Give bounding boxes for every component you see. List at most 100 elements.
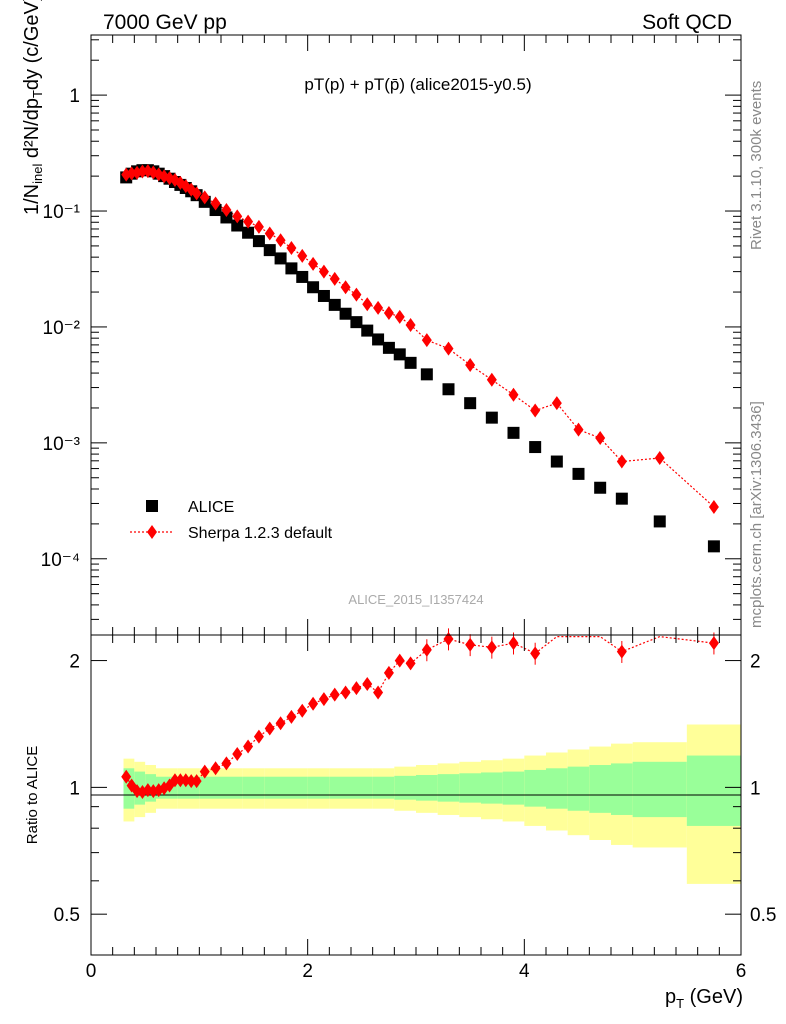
ratio-point bbox=[708, 636, 719, 651]
ratio-point bbox=[616, 644, 627, 659]
rivet-label: Rivet 3.1.10, 300k events bbox=[748, 81, 765, 250]
sherpa-line bbox=[126, 170, 715, 508]
alice-point bbox=[220, 211, 233, 224]
legend-label-sherpa: Sherpa 1.2.3 default bbox=[188, 525, 333, 542]
ratio-point bbox=[121, 769, 132, 784]
sherpa-point bbox=[394, 309, 405, 324]
alice-point bbox=[285, 262, 298, 275]
ratio-point bbox=[383, 665, 394, 680]
sherpa-point bbox=[191, 186, 202, 201]
ratio-point bbox=[210, 761, 221, 776]
uncertainty-band-inner bbox=[437, 774, 460, 802]
uncertainty-band-inner bbox=[307, 776, 330, 799]
ratio-point bbox=[232, 747, 243, 762]
legend-label-alice: ALICE bbox=[188, 499, 234, 516]
main-y-label-text: 1/Ninel d²N/dpTdy (c/GeV) bbox=[21, 0, 45, 215]
alice-point bbox=[404, 356, 417, 369]
ratio-point bbox=[351, 681, 362, 696]
uncertainty-band-inner bbox=[286, 776, 308, 799]
legend-marker-alice bbox=[146, 500, 158, 512]
alice-point bbox=[442, 383, 455, 396]
mcplots-label: mcplots.cern.ch [arXiv:1306.3436] bbox=[748, 401, 765, 628]
sherpa-point bbox=[508, 387, 519, 402]
alice-point bbox=[485, 411, 498, 424]
sherpa-point bbox=[595, 431, 606, 446]
x-tick-label: 0 bbox=[86, 961, 97, 982]
sherpa-point bbox=[530, 403, 541, 418]
sherpa-point bbox=[275, 233, 286, 248]
uncertainty-band-inner bbox=[546, 768, 568, 809]
alice-point bbox=[420, 368, 433, 381]
ratio-point bbox=[465, 637, 476, 652]
ratio-bands bbox=[123, 724, 741, 884]
ratio-point bbox=[253, 729, 264, 744]
sherpa-point bbox=[221, 203, 232, 218]
ratio-point bbox=[340, 685, 351, 700]
ratio-marks bbox=[121, 628, 719, 800]
ratio-panel: 0.5 0.5 1 1 2 2 0 2 4 6 Ratio to ALICE pT (GeV) bbox=[24, 628, 776, 1011]
uncertainty-band-inner bbox=[459, 773, 481, 803]
sherpa-point bbox=[199, 190, 210, 205]
sherpa-point bbox=[318, 264, 329, 279]
alice-point bbox=[529, 441, 542, 454]
main-title: pT(p) + pT(p̄) (alice2015-y0.5) bbox=[304, 75, 531, 94]
ratio-point bbox=[508, 636, 519, 651]
alice-point bbox=[653, 515, 666, 528]
alice-point bbox=[252, 235, 265, 248]
ratio-point bbox=[362, 676, 373, 691]
sherpa-point bbox=[616, 454, 627, 469]
alice-point bbox=[464, 397, 477, 410]
ratio-point bbox=[329, 687, 340, 702]
x-tick-label: 2 bbox=[302, 961, 313, 982]
sherpa-point bbox=[708, 499, 719, 514]
uncertainty-band-inner bbox=[372, 776, 395, 799]
alice-point bbox=[296, 270, 309, 283]
ratio-point bbox=[297, 703, 308, 718]
ratio-y-tick-label-left: 0.5 bbox=[54, 905, 80, 926]
uncertainty-band-inner bbox=[416, 774, 438, 801]
alice-point bbox=[361, 324, 374, 337]
alice-point bbox=[707, 540, 720, 553]
sherpa-point bbox=[351, 287, 362, 302]
sherpa-point bbox=[340, 280, 351, 295]
header-left: 7000 GeV pp bbox=[103, 11, 227, 34]
alice-point bbox=[615, 492, 628, 505]
sherpa-point bbox=[286, 240, 297, 255]
ratio-point bbox=[264, 721, 275, 736]
main-y-axis-label: 1/Ninel d²N/dpTdy (c/GeV) bbox=[21, 0, 45, 215]
alice-point bbox=[328, 298, 341, 311]
main-y-tick-label: 1 bbox=[69, 86, 80, 107]
ratio-point bbox=[191, 774, 202, 789]
uncertainty-band-inner bbox=[632, 761, 687, 818]
main-y-tick-label: 10⁻² bbox=[43, 318, 81, 339]
ratio-point bbox=[394, 653, 405, 668]
uncertainty-band-inner bbox=[524, 769, 546, 807]
ratio-point bbox=[308, 696, 319, 711]
main-panel: 10⁻⁴ 10⁻³ 10⁻² 10⁻¹ 1 pT(p) + pT(p̄) (alice2… bbox=[21, 0, 742, 636]
alice-point bbox=[550, 455, 563, 468]
alice-point bbox=[231, 219, 244, 232]
alice-point bbox=[263, 244, 276, 257]
alice-point bbox=[307, 281, 320, 294]
alice-point bbox=[594, 481, 607, 494]
sherpa-point bbox=[243, 214, 254, 229]
alice-point bbox=[393, 348, 406, 361]
ratio-point bbox=[243, 739, 254, 754]
uncertainty-band-inner bbox=[221, 776, 243, 799]
ratio-y-tick-label-right: 2 bbox=[750, 652, 761, 673]
uncertainty-band-inner bbox=[481, 772, 503, 804]
legend-marker-sherpa bbox=[147, 525, 157, 539]
main-marks bbox=[120, 164, 720, 553]
sherpa-point bbox=[551, 396, 562, 411]
alice-point bbox=[507, 426, 520, 439]
ratio-point bbox=[175, 773, 186, 788]
ratio-point bbox=[405, 656, 416, 671]
ratio-y-tick-label-right: 0.5 bbox=[750, 905, 776, 926]
ratio-point bbox=[421, 642, 432, 657]
ratio-point bbox=[275, 716, 286, 731]
sherpa-point bbox=[297, 248, 308, 263]
alice-point bbox=[350, 316, 363, 329]
sherpa-point bbox=[421, 333, 432, 348]
sherpa-point bbox=[232, 209, 243, 224]
